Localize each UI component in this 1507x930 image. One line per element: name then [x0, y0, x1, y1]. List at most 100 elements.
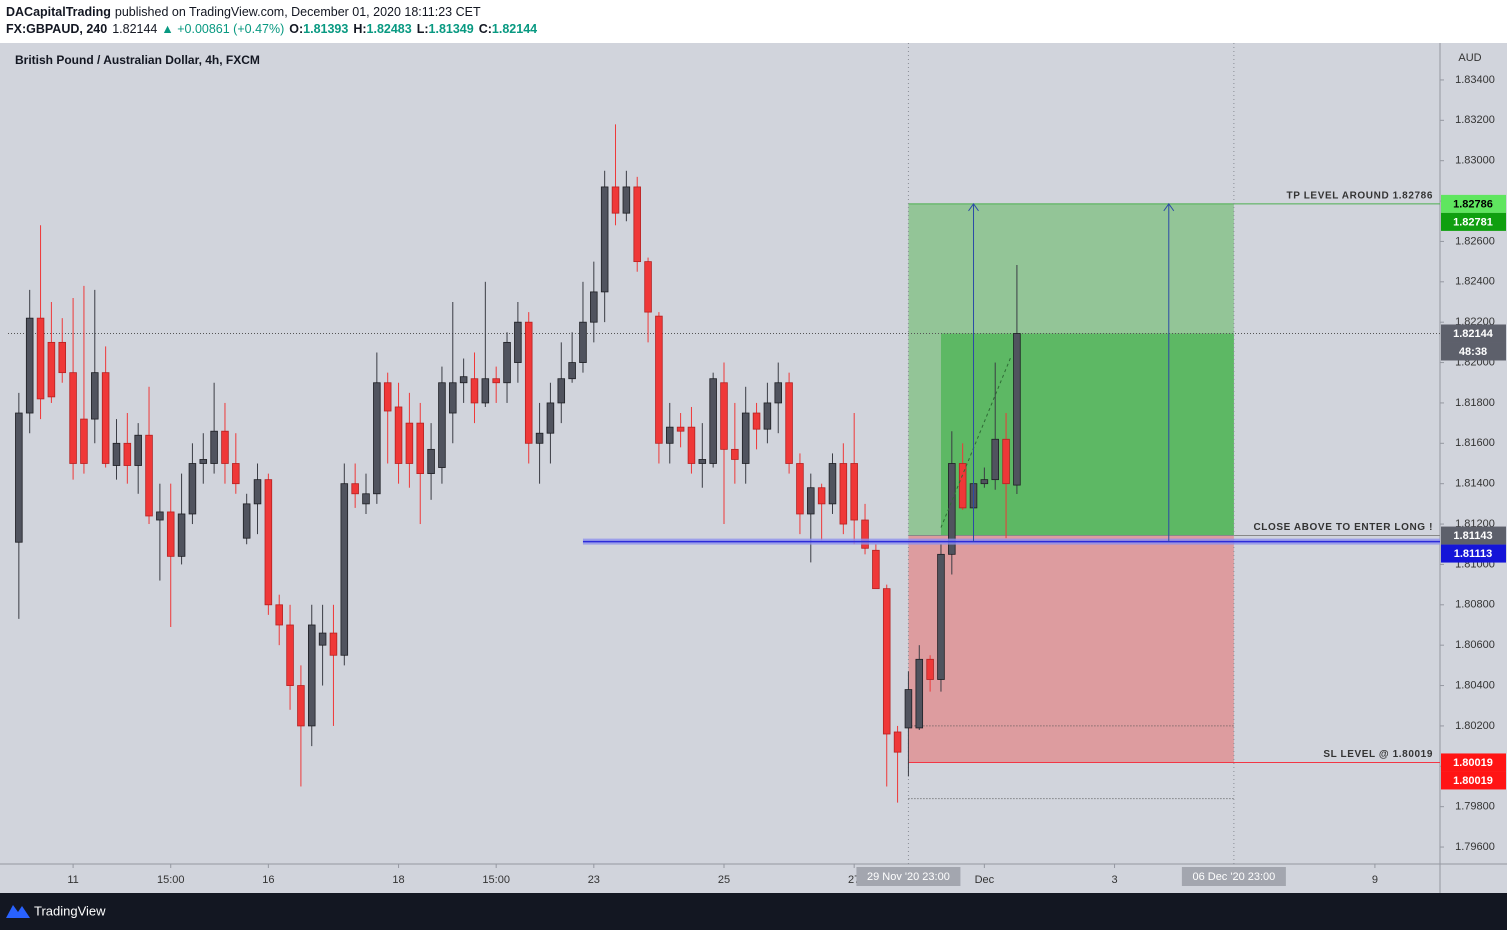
candle-body	[828, 463, 837, 505]
candle-body	[665, 426, 674, 444]
candle-body	[112, 442, 121, 466]
plot-bg	[0, 43, 1507, 893]
candle-body	[600, 186, 609, 293]
price-tag	[1441, 526, 1506, 545]
y-tick-label: 1.83400	[1455, 74, 1495, 86]
candle-body	[893, 731, 902, 753]
price-tag	[1441, 212, 1506, 231]
candle-body	[872, 549, 880, 590]
x-tick-label: Dec	[975, 874, 995, 886]
y-tick-label: 1.81400	[1455, 478, 1495, 490]
candle-body	[514, 321, 522, 363]
candle-body	[188, 463, 197, 515]
candle-body	[882, 588, 891, 735]
price-tag	[1441, 771, 1506, 790]
range-label: 29 Nov '20 23:00	[867, 871, 950, 883]
candle-body	[123, 442, 132, 466]
x-tick-label: 23	[588, 874, 600, 886]
y-tick-label: 1.80400	[1455, 679, 1495, 691]
annotation: SL LEVEL @ 1.80019	[1323, 749, 1433, 760]
candle-body	[763, 402, 772, 430]
candle-body	[275, 604, 283, 626]
stop-zone	[908, 535, 1234, 763]
x-tick-label: 15:00	[157, 874, 185, 886]
candle-body	[481, 378, 490, 404]
candle-body	[546, 402, 555, 434]
candle-body	[242, 503, 251, 539]
candle-body	[91, 372, 99, 420]
candle-body	[774, 382, 783, 404]
ohlc-label: C:	[479, 22, 492, 36]
candle-body	[817, 487, 826, 505]
candle-body	[622, 186, 631, 214]
candle-body	[362, 493, 370, 505]
annotation: TP LEVEL AROUND 1.82786	[1287, 191, 1433, 202]
candle-body	[416, 422, 425, 474]
candle-body	[449, 382, 457, 414]
header-line-2: FX:GBPAUD, 240 1.82144 ▲ +0.00861 (+0.47%)…	[6, 22, 537, 36]
y-tick-label: 1.83200	[1455, 114, 1495, 126]
price-tag	[1441, 324, 1506, 343]
candle-body	[286, 624, 294, 686]
x-tick-label: 15:00	[482, 874, 510, 886]
currency: AUD	[1458, 52, 1481, 64]
price-tag-label: 1.82786	[1453, 198, 1493, 210]
price-tag-label: 1.81113	[1454, 548, 1493, 560]
candle-body	[15, 412, 23, 543]
x-tick-label: 16	[262, 874, 274, 886]
candle-body	[850, 463, 858, 521]
range-label-bg	[1181, 867, 1286, 886]
candle-body	[210, 430, 218, 464]
candle-body	[394, 406, 403, 464]
range-label-bg	[856, 867, 961, 886]
x-tick-label: 11	[67, 874, 78, 886]
price-tag-label: 1.82781	[1453, 216, 1493, 228]
candle-body	[318, 632, 327, 646]
candle-body	[557, 378, 566, 404]
candle-body	[785, 382, 793, 464]
annotation: CLOSE ABOVE TO ENTER LONG !	[1253, 522, 1433, 533]
candle-body	[644, 261, 652, 313]
candle-body	[915, 658, 924, 729]
price-tag-label: 1.80019	[1453, 757, 1493, 769]
candle-body	[731, 448, 739, 460]
candle-body	[47, 341, 56, 398]
candle-body	[741, 412, 750, 464]
symbol: FX:GBPAUD, 240	[6, 22, 107, 36]
price-tag	[1441, 753, 1506, 772]
range-label: 06 Dec '20 23:00	[1192, 871, 1275, 883]
candle-body	[1013, 333, 1021, 486]
ohlc-label: H:	[353, 22, 366, 36]
y-tick-label: 1.80800	[1455, 599, 1495, 611]
y-tick-label: 1.81800	[1455, 397, 1495, 409]
header-bg	[0, 0, 1507, 43]
x-tick-label: 3	[1111, 874, 1117, 886]
candle-body	[687, 426, 696, 464]
ohlc-value: 1.82483	[367, 22, 412, 36]
candle-body	[438, 382, 446, 468]
candle-body	[145, 434, 153, 517]
candle-body	[177, 513, 186, 557]
ohlc-label: L:	[417, 22, 429, 36]
candle-body	[807, 487, 815, 515]
y-tick-label: 1.81600	[1455, 437, 1495, 449]
candle-body	[720, 382, 728, 450]
y-tick-label: 1.80200	[1455, 720, 1495, 732]
candle-body	[861, 519, 869, 549]
candle-body	[655, 315, 663, 444]
price-tag	[1441, 342, 1506, 361]
price-tag-label: 1.81143	[1453, 530, 1492, 542]
ohlc-value: 1.82144	[492, 22, 537, 36]
y-tick-label: 1.79600	[1455, 841, 1495, 853]
y-tick-label: 1.82600	[1455, 235, 1495, 247]
candle-body	[166, 511, 175, 557]
last-price: 1.82144	[112, 22, 157, 36]
candle-body	[470, 378, 479, 404]
arrow-head	[968, 203, 979, 212]
candle-body	[698, 459, 707, 464]
candle-body	[709, 378, 717, 464]
candle-body	[264, 479, 273, 606]
candle-body	[36, 317, 45, 400]
candle-body	[329, 632, 338, 656]
